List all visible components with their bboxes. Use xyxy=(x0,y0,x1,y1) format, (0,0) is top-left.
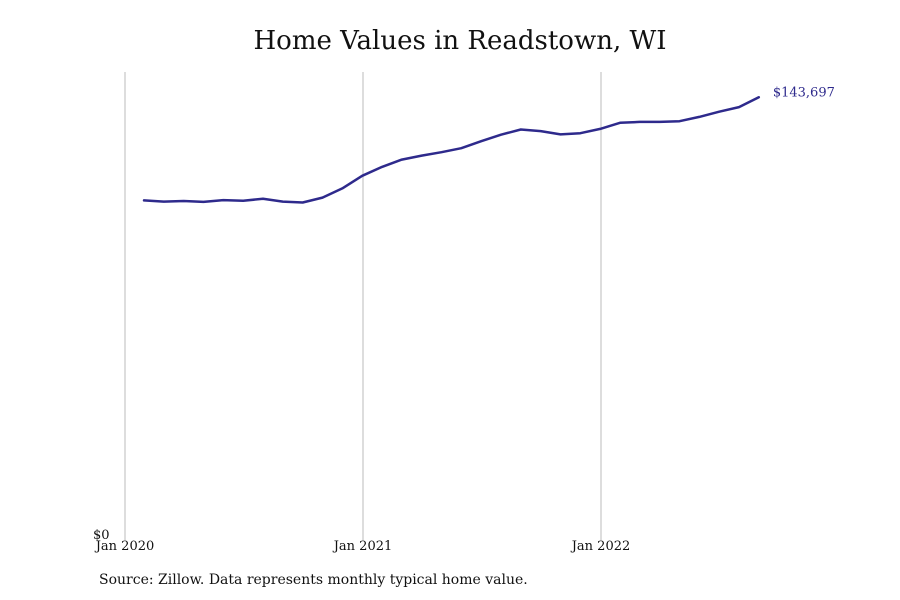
source-note: Source: Zillow. Data represents monthly … xyxy=(99,572,528,588)
y-tick-label: $0 xyxy=(93,528,110,543)
x-tick-label: Jan 2022 xyxy=(570,539,631,554)
chart-title: Home Values in Readstown, WI xyxy=(253,26,667,56)
x-tick-label: Jan 2020 xyxy=(94,539,155,554)
tick-labels: Jan 2020 Jan 2021 Jan 2022 $0 $143,697 xyxy=(93,85,835,554)
series-line xyxy=(142,96,761,204)
series-layer xyxy=(142,96,761,204)
end-value-label: $143,697 xyxy=(773,85,835,100)
x-tick-label: Jan 2021 xyxy=(332,539,393,554)
gridlines xyxy=(124,72,602,540)
